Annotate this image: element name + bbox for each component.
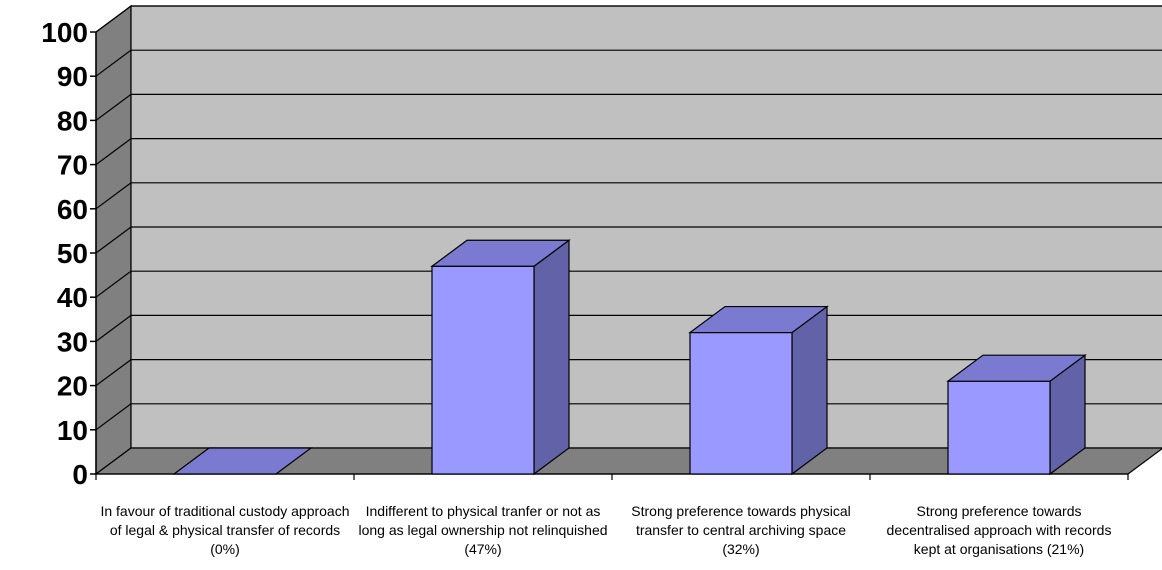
bar-front <box>947 380 1051 475</box>
gridlines <box>95 5 1162 431</box>
bar-side <box>533 239 570 476</box>
y-tick-label: 10 <box>57 415 88 446</box>
gridline-side <box>95 359 132 387</box>
y-tick-label: 30 <box>57 326 88 357</box>
gridline-side <box>95 49 132 77</box>
y-tick-label: 20 <box>57 371 88 402</box>
bar-front <box>431 265 535 475</box>
y-tick-label: 80 <box>57 105 88 136</box>
gridline-side <box>95 226 132 254</box>
bar-top <box>430 239 571 267</box>
bar <box>430 239 571 476</box>
x-tick-label: Strong preference towards physical trans… <box>631 503 851 557</box>
bar-top <box>688 305 829 334</box>
gridline-side <box>95 314 132 342</box>
x-tick-label: Strong preference towards decentralised … <box>886 503 1112 557</box>
gridline-side <box>95 93 132 121</box>
bar <box>172 447 313 475</box>
bar <box>688 305 829 476</box>
y-tick-label: 60 <box>57 194 88 225</box>
gridline-side <box>95 5 132 33</box>
bar <box>946 353 1087 476</box>
y-axis-ticks: 0 10 20 30 40 50 60 70 80 90 100 <box>41 17 1129 490</box>
gridline-side <box>95 403 132 431</box>
y-tick-label: 70 <box>57 150 88 181</box>
gridline-side <box>95 182 132 210</box>
bar-front <box>689 331 793 475</box>
gridline-side <box>95 270 132 298</box>
x-tick-label: Indifferent to physical tranfer or not a… <box>358 503 608 557</box>
y-tick-label: 50 <box>57 238 88 269</box>
y-tick-label: 100 <box>41 17 88 48</box>
x-tick-label: In favour of traditional custody approac… <box>100 503 350 557</box>
gridline-side <box>95 138 132 166</box>
y-tick-label: 90 <box>57 61 88 92</box>
bar-side <box>791 305 828 476</box>
bars <box>172 239 1087 476</box>
bar-top <box>946 354 1087 382</box>
y-tick-label: 0 <box>72 459 88 490</box>
y-tick-label: 40 <box>57 282 88 313</box>
bar-top <box>172 447 313 475</box>
